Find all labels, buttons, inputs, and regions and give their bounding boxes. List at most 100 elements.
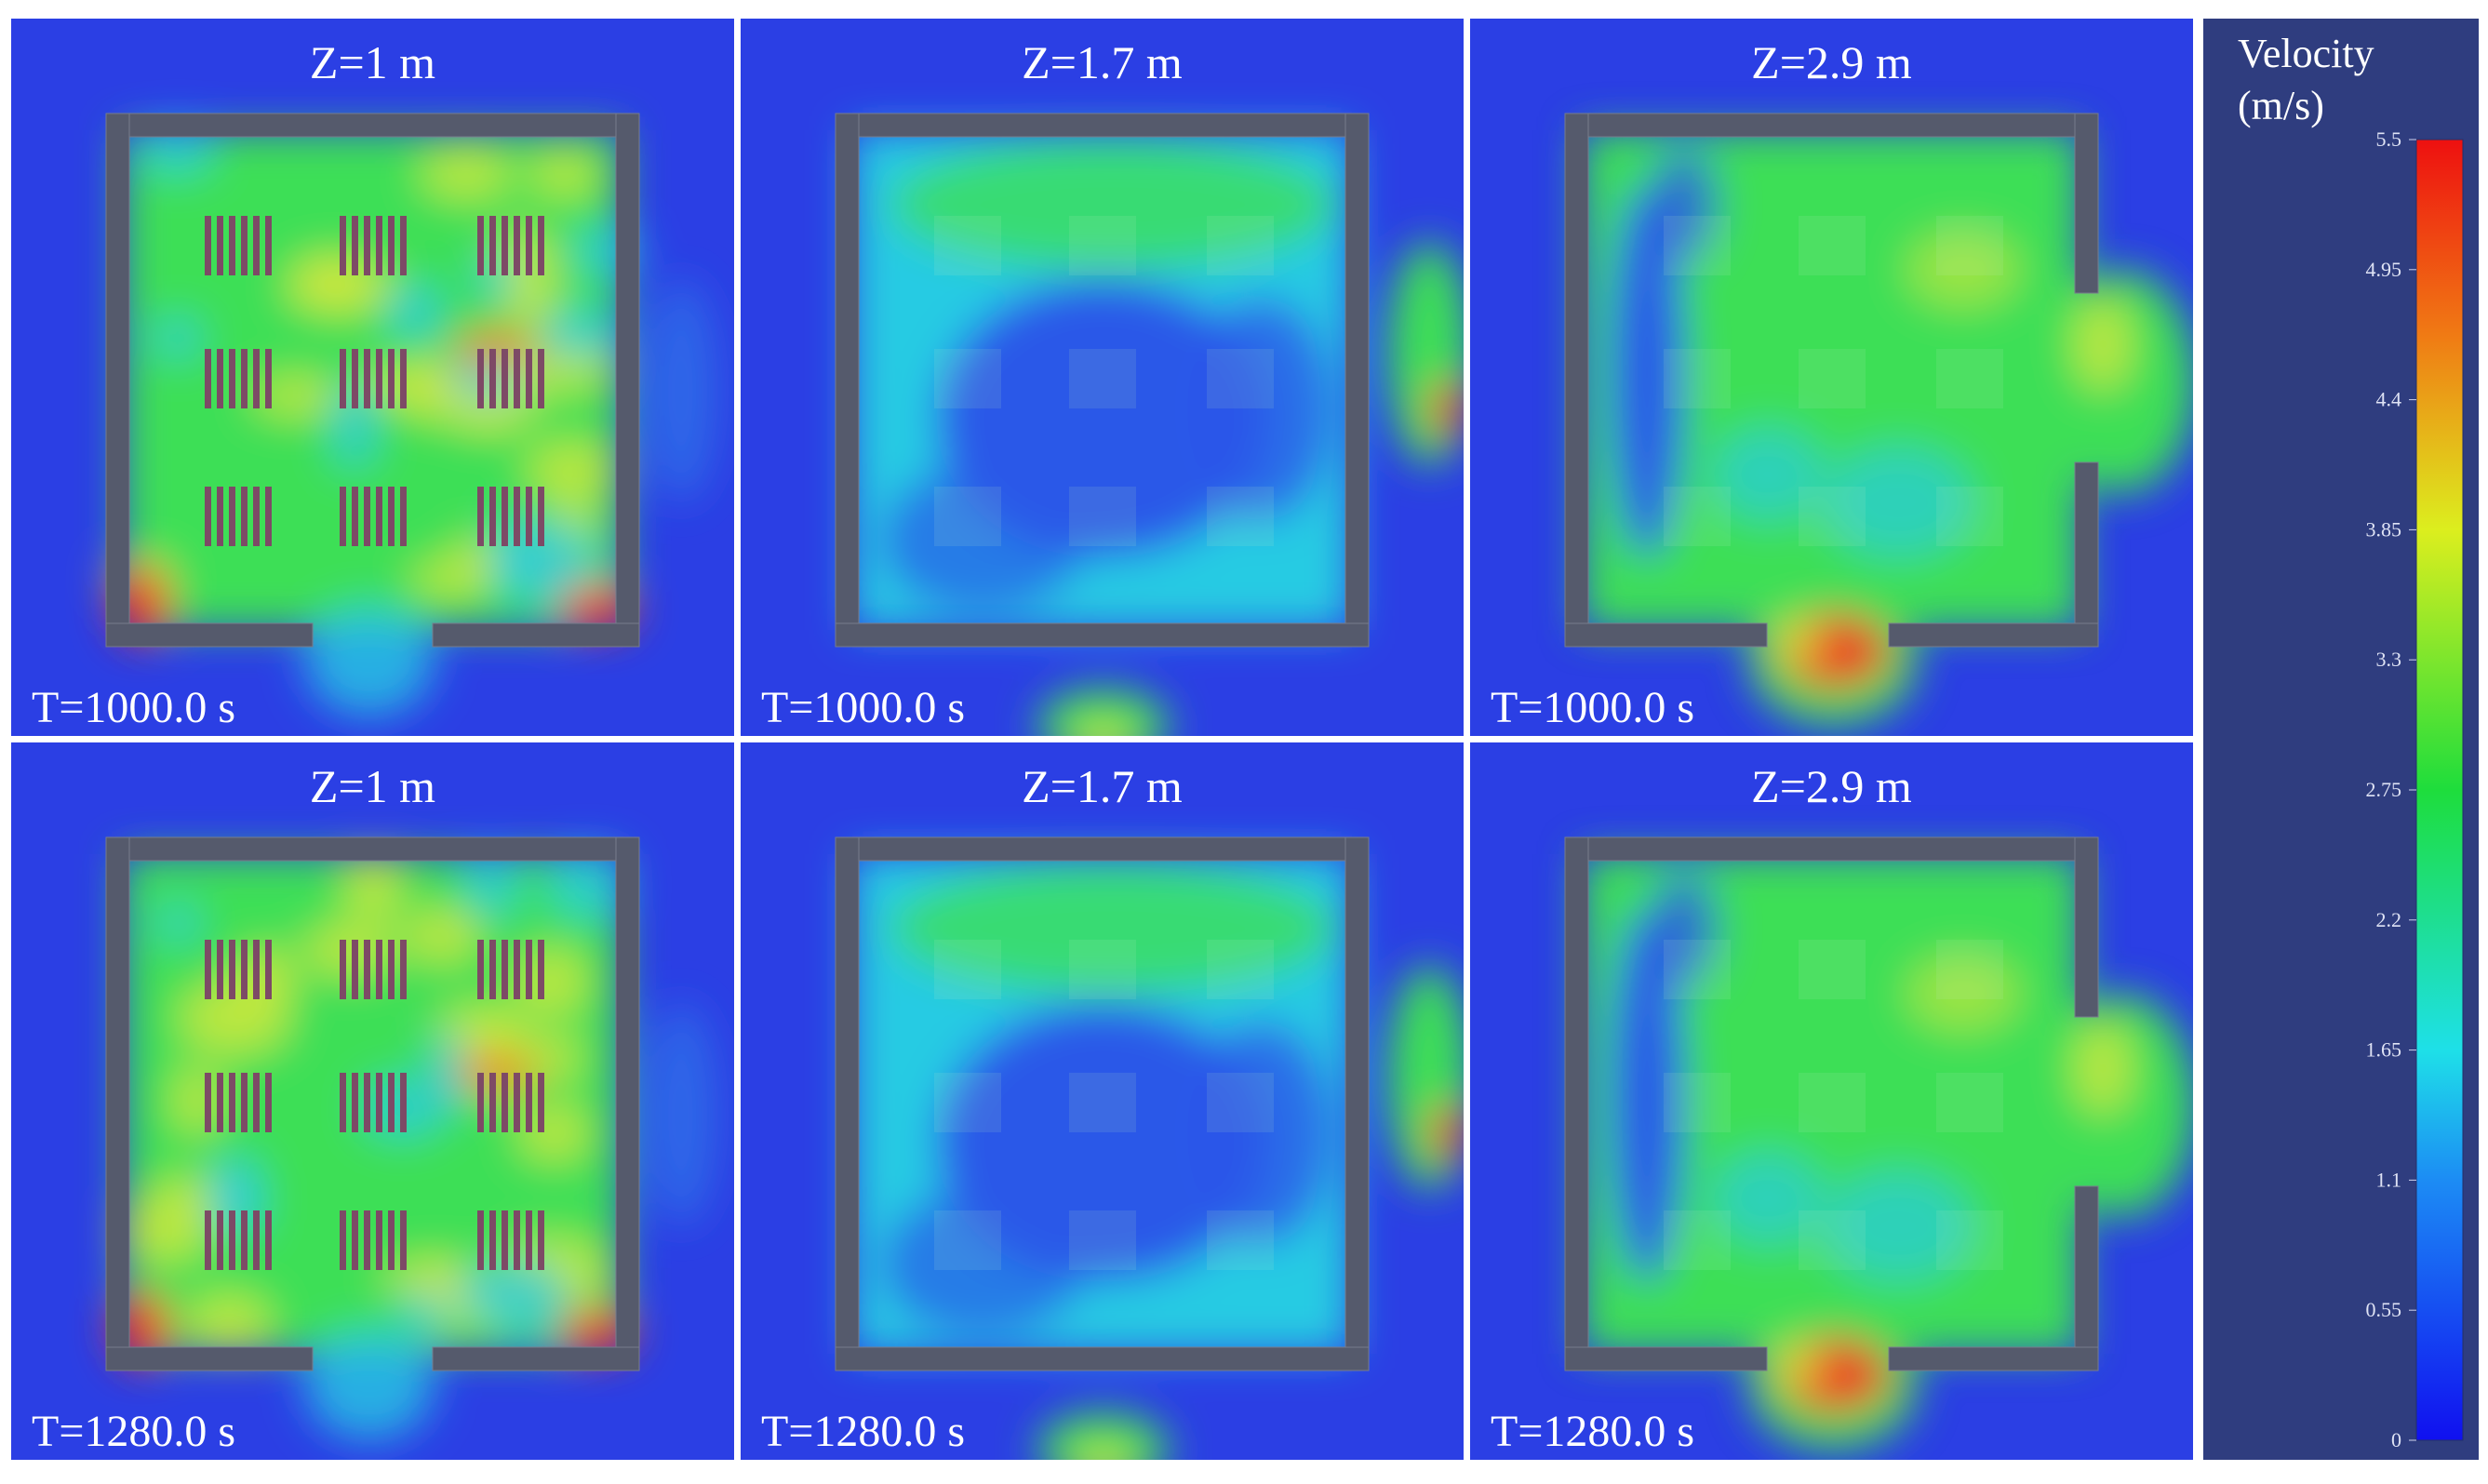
flow-region: [1907, 233, 2019, 307]
wall: [835, 836, 1370, 862]
rack-bar: [489, 487, 496, 546]
colorbar-tick-label: 5.5: [2376, 127, 2402, 151]
rack-bar: [514, 1210, 520, 1270]
flow-region: [644, 1003, 718, 1226]
wall: [105, 113, 130, 648]
rack-bar: [253, 216, 260, 275]
flow-region: [2047, 270, 2193, 493]
flow-region: [119, 1199, 212, 1262]
rack-bar: [265, 349, 272, 408]
colorbar-tick-label: 4.95: [2366, 258, 2402, 281]
panel: Z=1.7 m T=1280.0 s: [741, 742, 1464, 1460]
flow-region: [1431, 1105, 1464, 1161]
rack-footprint: [1936, 487, 2003, 546]
rack-footprint: [1664, 487, 1731, 546]
flow-region: [519, 1103, 589, 1161]
rack-bar: [205, 216, 211, 275]
wall: [1888, 622, 2099, 648]
panel: Z=2.9 m T=1000.0 s: [1470, 19, 2193, 736]
flow-region: [346, 852, 400, 924]
rack-footprint: [1936, 349, 2003, 408]
rack-footprint: [1207, 940, 1274, 999]
time-label: T=1280.0 s: [1491, 1407, 1694, 1456]
rack-bar: [526, 349, 532, 408]
rack-bar: [376, 1073, 382, 1132]
heatmap: [1582, 854, 2193, 1450]
wall: [105, 1346, 314, 1371]
flow-region: [1824, 447, 1973, 558]
rack-bar: [253, 487, 260, 546]
wall: [105, 113, 640, 138]
flow-region: [304, 605, 435, 716]
rack-footprint: [1799, 1073, 1866, 1132]
wall: [2074, 836, 2099, 1018]
panel: Z=1 m T=1000.0 s: [11, 19, 734, 736]
rack-bar: [388, 349, 395, 408]
flow-region: [421, 149, 512, 199]
flow-region: [187, 1293, 271, 1354]
rack-footprint: [1799, 487, 1866, 546]
rack-footprint: [1069, 349, 1136, 408]
rack-bar: [253, 940, 260, 999]
rack-bar: [364, 216, 370, 275]
rack-bar: [205, 1210, 211, 1270]
rack-bar: [217, 487, 223, 546]
flow-region: [890, 863, 1336, 994]
rack-bar: [388, 1210, 395, 1270]
panel-title: Z=1.7 m: [1022, 760, 1183, 812]
rack-bar: [265, 1073, 272, 1132]
flow-region: [463, 850, 518, 919]
wall: [1564, 113, 1589, 648]
colorbar-unit: (m/s): [2238, 83, 2324, 128]
flow-region: [502, 282, 559, 325]
wall: [615, 836, 640, 1371]
rack-bar: [352, 349, 358, 408]
rack-bar: [364, 1073, 370, 1132]
wall: [432, 622, 640, 648]
rack-bar: [241, 487, 247, 546]
rack-bar: [477, 216, 484, 275]
rack-bar: [340, 940, 346, 999]
rack-footprint: [1069, 487, 1136, 546]
flow-region: [1077, 727, 1130, 736]
rack-bar: [253, 1073, 260, 1132]
rack-bar: [514, 940, 520, 999]
panel-title: Z=2.9 m: [1751, 760, 1912, 812]
rack-bar: [489, 1073, 496, 1132]
flow-region: [1431, 381, 1464, 437]
flow-region: [427, 1032, 470, 1113]
colorbar-tick-label: 3.85: [2366, 517, 2402, 541]
wall: [1888, 1346, 2099, 1371]
rack-bar: [352, 1210, 358, 1270]
rack-bar: [340, 349, 346, 408]
rack-bar: [241, 349, 247, 408]
rack-bar: [514, 1073, 520, 1132]
rack-bar: [400, 487, 407, 546]
panel: Z=2.9 m T=1280.0 s: [1470, 742, 2193, 1460]
rack-bar: [489, 349, 496, 408]
rack-footprint: [1664, 216, 1731, 275]
wall: [105, 836, 640, 862]
rack-bar: [489, 1210, 496, 1270]
rack-bar: [526, 940, 532, 999]
rack-bar: [217, 1210, 223, 1270]
rack-footprint: [1799, 1210, 1866, 1270]
rack-bar: [217, 216, 223, 275]
wall: [835, 622, 1370, 648]
rack-bar: [502, 349, 508, 408]
colorbar-tick-label: 2.75: [2366, 778, 2402, 801]
rack-footprint: [1207, 216, 1274, 275]
rack-bar: [265, 940, 272, 999]
flow-region: [1610, 186, 1684, 558]
rack-footprint: [1207, 1073, 1274, 1132]
time-label: T=1000.0 s: [32, 683, 235, 732]
wall: [2074, 461, 2099, 648]
rack-bar: [502, 487, 508, 546]
heatmap: [1582, 130, 2193, 726]
colorbar-tick-label: 4.4: [2376, 388, 2402, 411]
rack-bar: [400, 1073, 407, 1132]
flow-region: [1652, 149, 1717, 261]
rack-footprint: [1069, 216, 1136, 275]
